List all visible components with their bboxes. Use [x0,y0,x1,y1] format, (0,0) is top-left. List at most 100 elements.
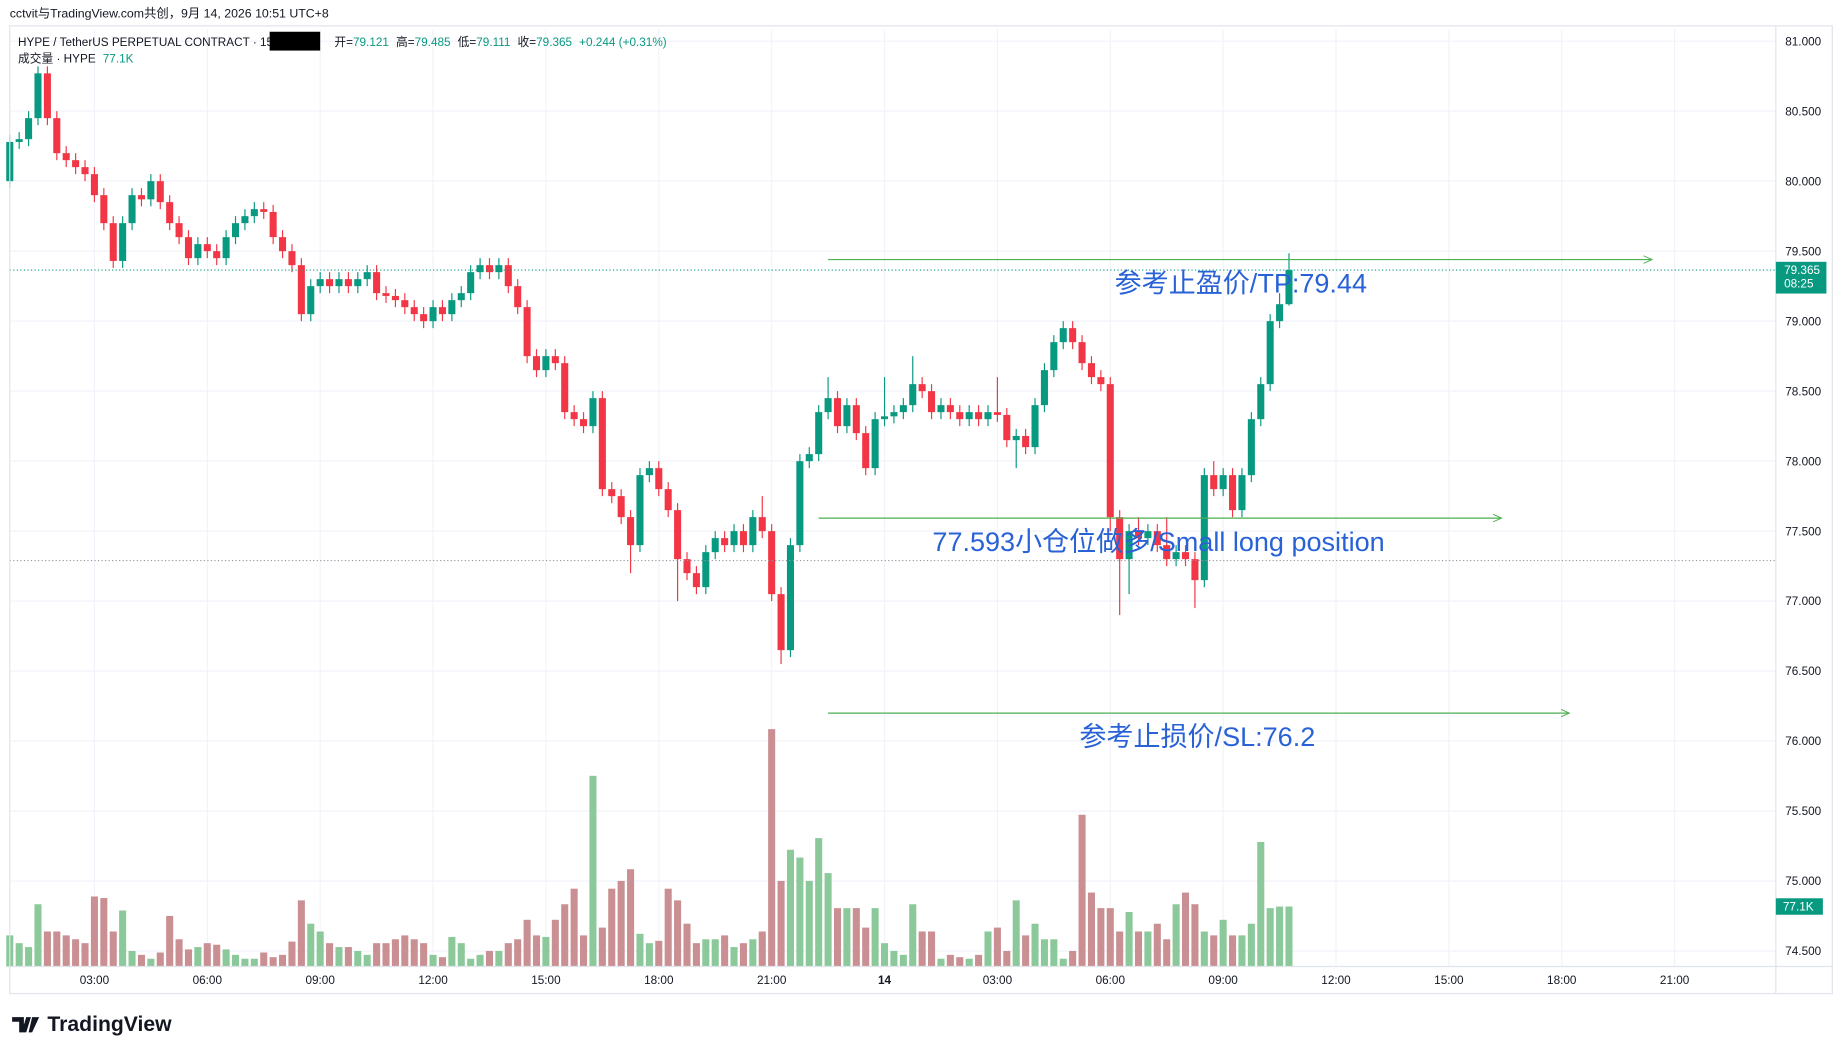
x-tick-label: 15:00 [531,974,561,987]
candle-body [843,405,851,427]
volume-bar [523,919,531,967]
volume-bar [1031,923,1039,967]
candle-body [786,545,794,651]
candle-body [805,454,813,462]
candle-body [391,295,399,301]
candle-body [683,559,691,574]
volume-bar [166,915,174,967]
volume-bar [222,949,230,967]
candle-body [1285,270,1293,305]
volume-bar [1097,908,1105,967]
volume-bar [749,939,757,967]
volume-bar [457,943,465,967]
volume-bar [852,908,860,967]
volume-bar [871,908,879,967]
candle-body [1144,531,1152,539]
candle-body [147,181,155,200]
candle-body [664,489,672,511]
candle-body [1050,342,1058,371]
candle-body [504,265,512,287]
volume-bar [833,908,842,967]
candle-body [871,419,879,469]
candle-body [645,468,653,476]
volume-bar [1040,939,1048,967]
volume-bar [1257,841,1265,967]
volume-bar [401,935,409,967]
annotation-text: 参考止损价/SL:76.2 [1079,722,1315,752]
symbol: HYPE / TetherUS PERPETUAL CONTRACT · 15 … [18,36,280,49]
y-tick-label: 78.500 [1785,385,1821,398]
candle-body [937,405,945,413]
volume-bar [391,939,399,967]
candle-body [655,468,663,490]
candle-body [918,384,926,392]
volume-bar [918,931,926,967]
volume-bar [551,919,559,967]
y-tick-label: 75.500 [1785,805,1821,818]
volume-bar [203,943,211,967]
candle-body [100,195,108,224]
candle-body [1022,435,1030,448]
volume-bar [645,943,653,967]
x-tick-label: 09:00 [305,974,335,987]
x-tick-label: 14 [878,974,892,987]
volume-bar [777,880,785,967]
volume-bar [580,935,588,967]
volume-bar [62,935,70,967]
volume-bar [147,958,155,967]
volume-bar [53,931,61,967]
volume-bar [692,943,700,967]
candle-body [307,286,315,315]
candle-body [231,223,240,238]
volume-bar [467,958,475,967]
volume-bar [862,927,870,967]
candle-body [175,223,183,238]
volume-bar [570,888,578,967]
volume-bar [448,936,456,967]
volume-bar [674,900,682,967]
x-tick-label: 21:00 [1660,974,1690,987]
candle-body [382,293,390,296]
volume-bar [1022,935,1030,967]
x-tick-label: 09:00 [1208,974,1238,987]
volume-bar [1266,908,1274,967]
x-tick-label: 12:00 [418,974,448,987]
volume-bar [805,880,813,967]
candle-body [373,272,381,294]
volume-bar [1078,814,1086,967]
volume-bar [485,950,494,967]
candle-body [1078,342,1086,364]
volume-bar [495,950,503,967]
last-price-badge [1775,261,1827,294]
volume-legend: 成交量 · HYPE 77.1K [18,51,134,65]
candle-body [476,265,484,273]
candle-body [1106,384,1114,518]
volume-bar [1191,904,1199,967]
volume-bar [881,943,889,967]
volume-bar [109,931,117,967]
watermark-title: cctvit与TradingView.com共创，9月 14, 2026 10:… [10,7,329,21]
volume-badge-label: 77.1K [1783,901,1814,914]
x-tick-label: 18:00 [1547,974,1577,987]
candle-body [448,300,456,315]
candle-body [53,118,61,154]
candle-body [1069,328,1077,343]
x-tick-label: 03:00 [983,974,1013,987]
volume-bar [1003,950,1011,967]
candle-body [777,594,785,651]
volume-bar [730,947,738,967]
volume-bar [213,944,221,967]
candle-body [269,211,277,238]
volume-bar [15,943,23,967]
candle-body [1059,328,1067,343]
candle-body [542,356,550,371]
y-tick-label: 77.000 [1785,595,1821,608]
volume-bar [768,729,776,967]
candle-body [965,412,973,420]
low-label: 低= [458,36,477,49]
volume-bar [269,957,277,967]
volume-title: 成交量 · HYPE [18,51,96,65]
annotation-text: 参考止盈价/TP:79.44 [1115,268,1367,298]
volume-bar [137,954,145,967]
